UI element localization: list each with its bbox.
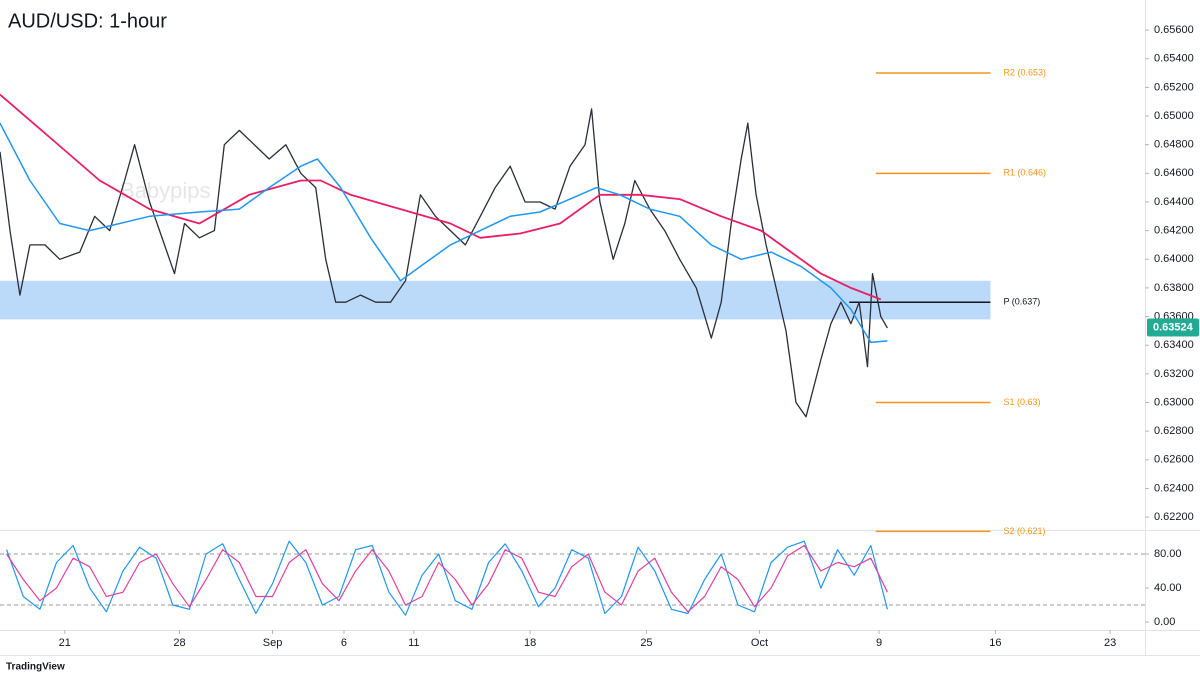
pivot-label: R2 (0.653) [1003, 67, 1046, 77]
series-line [6, 544, 888, 613]
y-tick-label: 0.63200 [1154, 368, 1194, 380]
y-tick-label: 0.64600 [1154, 167, 1194, 179]
y-tick-label: 0.62200 [1154, 511, 1194, 523]
x-tick-label: 21 [59, 637, 71, 649]
y-tick-label: 0.65000 [1154, 110, 1194, 122]
series-line [0, 122, 888, 344]
x-tick-label: 11 [408, 637, 419, 649]
x-tick-label: 28 [173, 637, 185, 649]
chart-title: AUD/USD: 1-hour [8, 10, 167, 32]
y-tick-label: 80.00 [1154, 548, 1182, 560]
y-tick-label: 0.65400 [1154, 53, 1194, 65]
x-tick-label: Oct [751, 637, 768, 649]
y-tick-label: 0.64800 [1154, 139, 1194, 151]
y-tick-label: 0.62600 [1154, 454, 1194, 466]
y-tick-label: 0.00 [1154, 616, 1175, 628]
x-tick-label: 16 [989, 637, 1001, 649]
last-price-label: 0.63524 [1153, 321, 1194, 333]
series-line [0, 108, 888, 418]
x-tick-label: 25 [640, 637, 652, 649]
y-tick-label: 40.00 [1154, 582, 1182, 594]
pivot-label: P (0.637) [1003, 297, 1040, 307]
y-tick-label: 0.63800 [1154, 282, 1194, 294]
series-line [0, 93, 882, 301]
x-tick-label: 6 [341, 637, 347, 649]
y-tick-label: 0.64400 [1154, 196, 1194, 208]
branding: TradingView [6, 662, 65, 673]
y-tick-label: 0.63400 [1154, 339, 1194, 351]
support-zone [0, 280, 991, 320]
x-tick-label: 23 [1104, 637, 1116, 649]
y-tick-label: 0.64200 [1154, 225, 1194, 237]
y-tick-label: 0.63000 [1154, 396, 1194, 408]
pivot-label: S2 (0.621) [1003, 526, 1045, 536]
y-tick-label: 0.64000 [1154, 253, 1194, 265]
x-tick-label: Sep [263, 637, 283, 649]
y-tick-label: 0.65200 [1154, 81, 1194, 93]
y-tick-label: 0.62800 [1154, 425, 1194, 437]
series-line [6, 540, 888, 616]
y-tick-label: 0.65600 [1154, 24, 1194, 36]
watermark: Babypips [120, 178, 211, 203]
y-tick-label: 0.62400 [1154, 482, 1194, 494]
x-tick-label: 18 [524, 637, 536, 649]
last-price-box [1147, 318, 1199, 337]
x-tick-label: 9 [876, 637, 882, 649]
pivot-label: S1 (0.63) [1003, 397, 1040, 407]
pivot-label: R1 (0.646) [1003, 168, 1046, 178]
